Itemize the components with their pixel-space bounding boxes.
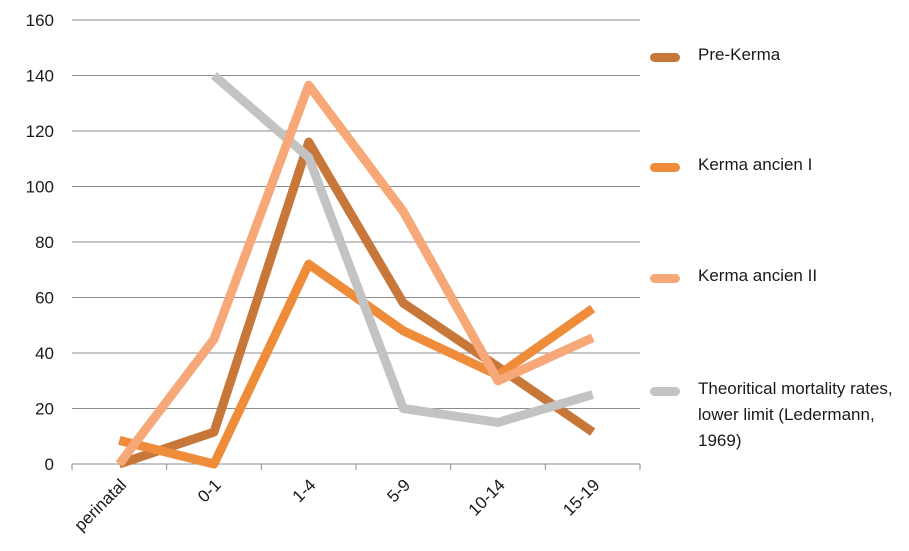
legend-label-kerma-ancien-i: Kerma ancien I <box>698 155 813 174</box>
legend-label-kerma-ancien-ii: Kerma ancien II <box>698 266 818 285</box>
legend-swatch-pre-kerma <box>650 53 680 62</box>
legend-label-pre-kerma: Pre-Kerma <box>698 45 781 64</box>
x-tick-label: 0-1 <box>194 475 225 506</box>
legend-item-pre-kerma: Pre-Kerma <box>650 45 908 68</box>
y-tick-label: 60 <box>35 289 54 308</box>
legend-swatch-theoritical-mortality <box>650 387 680 396</box>
series-lines <box>115 72 596 469</box>
y-axis-tick-labels: 0 20 40 60 80 100 120 140 160 <box>26 11 54 474</box>
series-line-theoritical-mortality-rates-lo <box>211 72 594 427</box>
y-tick-label: 140 <box>26 67 54 86</box>
series-line-kerma-ancien-ii <box>115 80 595 467</box>
y-tick-label: 0 <box>45 455 54 474</box>
legend-item-theoritical-mortality: Theoritical mortality rates, lower limit… <box>650 379 908 454</box>
series-line-kerma-ancien-i <box>118 259 596 469</box>
legend-label-theoritical-mortality: Theoritical mortality rates, lower limit… <box>698 379 893 450</box>
y-tick-label: 20 <box>35 400 54 419</box>
legend-item-kerma-ancien-i: Kerma ancien I <box>650 155 908 178</box>
x-tick-label: 5-9 <box>383 475 414 506</box>
y-tick-label: 160 <box>26 11 54 30</box>
x-axis-tick-labels: perinatal 0-1 1-4 5-9 10-14 15-19 <box>71 475 604 535</box>
y-tick-label: 80 <box>35 233 54 252</box>
y-tick-label: 100 <box>26 178 54 197</box>
x-tick-label: 15-19 <box>559 475 603 519</box>
x-tick-label: 10-14 <box>465 475 509 519</box>
x-tick-label: perinatal <box>71 475 131 535</box>
legend-swatch-kerma-ancien-ii <box>650 274 680 283</box>
legend-swatch-kerma-ancien-i <box>650 163 680 172</box>
x-tick-label: 1-4 <box>289 475 320 506</box>
y-tick-label: 40 <box>35 344 54 363</box>
legend-item-kerma-ancien-ii: Kerma ancien II <box>650 266 908 289</box>
y-tick-label: 120 <box>26 122 54 141</box>
axes <box>71 463 641 470</box>
